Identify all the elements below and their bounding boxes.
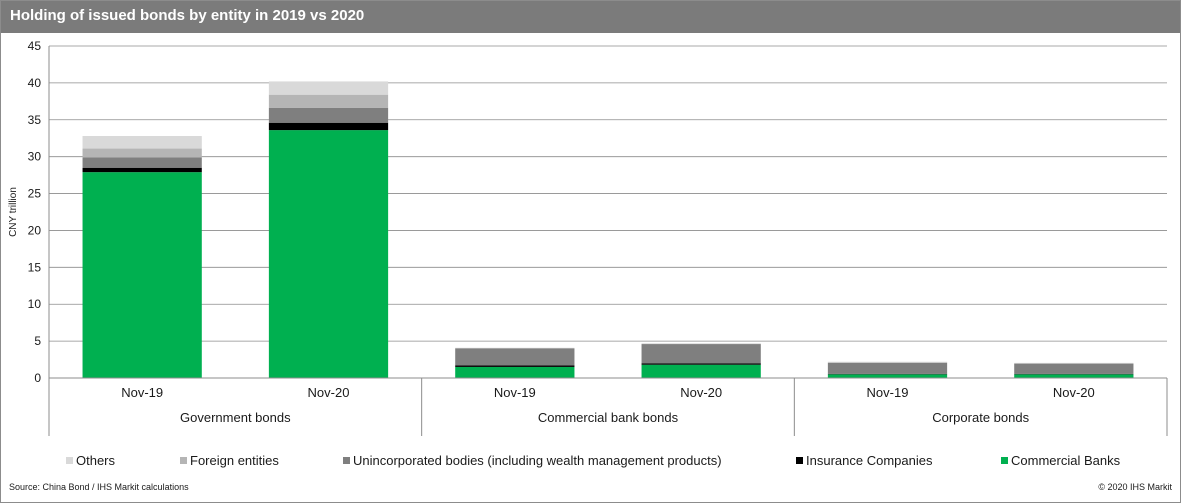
- bar-segment: [268, 81, 389, 95]
- group-label: Corporate bonds: [932, 410, 1029, 425]
- bar-segment: [641, 344, 761, 364]
- bar-segment: [1014, 363, 1134, 374]
- y-tick-label: 20: [28, 223, 42, 237]
- bar-segment: [82, 167, 202, 173]
- x-tick-label: Nov-19: [494, 385, 536, 400]
- legend-swatch: [1001, 457, 1008, 464]
- source-note: Source: China Bond / IHS Markit calculat…: [9, 482, 189, 492]
- bar-segment: [641, 364, 761, 378]
- bar-segment: [82, 172, 202, 378]
- chart-legend: Others Foreign entities Unincorporated bod…: [1, 453, 1180, 471]
- bar-segment: [82, 136, 202, 149]
- legend-label: Unincorporated bodies (including wealth …: [353, 453, 722, 468]
- legend-swatch: [796, 457, 803, 464]
- y-tick-label: 5: [34, 334, 41, 348]
- legend-swatch: [343, 457, 350, 464]
- legend-swatch: [66, 457, 73, 464]
- stacked-bar-chart: 0 5 10 15 20 25 30 35 40 45 CNY trillion Nov-19 Nov-…: [8, 39, 1168, 436]
- y-tick-label: 30: [28, 150, 42, 164]
- bar-segment: [268, 130, 389, 378]
- y-tick-label: 0: [34, 371, 41, 385]
- y-tick-label: 10: [28, 297, 42, 311]
- bar-segment: [268, 107, 389, 123]
- legend-item: Unincorporated bodies (including wealth …: [343, 453, 722, 468]
- y-tick-label: 15: [28, 260, 42, 274]
- y-tick-label: 40: [28, 76, 42, 90]
- legend-item: Others: [66, 453, 115, 468]
- group-label: Commercial bank bonds: [538, 410, 679, 425]
- legend-label: Foreign entities: [190, 453, 279, 468]
- x-tick-label: Nov-19: [867, 385, 909, 400]
- y-axis-title: CNY trillion: [8, 187, 19, 237]
- bar-segment: [82, 157, 202, 168]
- bar-segment: [641, 363, 761, 365]
- y-tick-label: 45: [28, 39, 42, 53]
- bar-segment: [827, 362, 948, 374]
- bar-segment: [455, 366, 575, 378]
- legend-item: Commercial Banks: [1001, 453, 1120, 468]
- y-tick-label: 25: [28, 187, 42, 201]
- bar-segment: [268, 122, 389, 131]
- x-tick-label: Nov-20: [1053, 385, 1095, 400]
- bar-segment: [82, 148, 202, 158]
- bar-segment: [1014, 374, 1134, 378]
- legend-label: Insurance Companies: [806, 453, 933, 468]
- bar-segment: [455, 348, 575, 366]
- x-tick-label: Nov-19: [121, 385, 163, 400]
- legend-label: Others: [76, 453, 116, 468]
- title-bar: Holding of issued bonds by entity in 201…: [1, 1, 1180, 33]
- x-tick-label: Nov-20: [308, 385, 350, 400]
- bar-segment: [268, 94, 389, 108]
- bar-segment: [455, 365, 575, 367]
- legend-item: Insurance Companies: [796, 453, 932, 468]
- copyright-note: © 2020 IHS Markit: [1098, 482, 1172, 492]
- bar-segment: [827, 374, 948, 378]
- legend-swatch: [180, 457, 187, 464]
- bar-segment: [827, 361, 948, 363]
- x-tick-label: Nov-20: [680, 385, 722, 400]
- chart-title: Holding of issued bonds by entity in 201…: [10, 7, 365, 24]
- y-tick-label: 35: [28, 113, 42, 127]
- legend-item: Foreign entities: [180, 453, 279, 468]
- legend-label: Commercial Banks: [1011, 453, 1121, 468]
- group-label: Government bonds: [180, 410, 291, 425]
